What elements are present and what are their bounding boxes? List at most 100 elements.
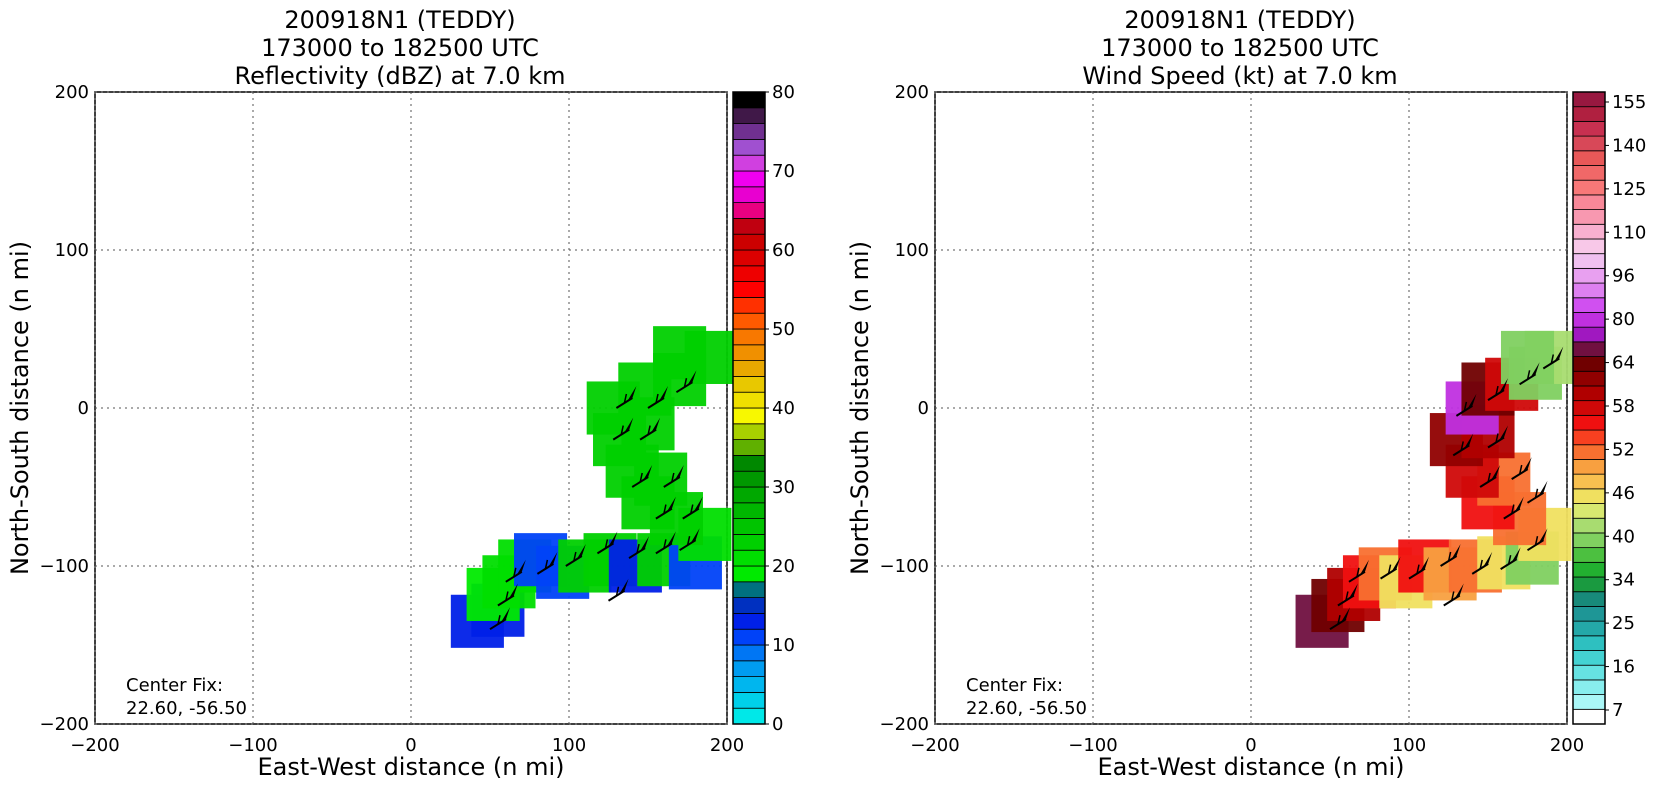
colorbar-tick-label: 16 <box>1612 657 1635 678</box>
x-tick-label: 0 <box>1245 735 1256 756</box>
colorbar-tick-label: 34 <box>1612 570 1635 591</box>
colorbar-frame <box>1572 91 1606 725</box>
field-cell <box>1500 330 1555 384</box>
colorbar-tick-label: 80 <box>772 82 795 103</box>
colorbar-bin <box>1572 459 1606 475</box>
wind-barb <box>1519 362 1540 386</box>
colorbar-bin <box>1572 591 1606 607</box>
colorbar-bin <box>1572 650 1606 666</box>
x-tick-label: −200 <box>70 735 119 756</box>
wind-barb <box>1440 544 1461 567</box>
colorbar-bin <box>732 375 766 393</box>
center-fix-value: 22.60, -56.50 <box>966 698 1087 719</box>
colorbar-bin <box>732 470 766 488</box>
colorbar-tick-label: 58 <box>1612 396 1635 417</box>
title-line-2: 173000 to 182500 UTC <box>261 34 539 62</box>
y-tick-label: 200 <box>895 82 929 103</box>
colorbar-bin <box>1572 223 1606 240</box>
colorbar-bin <box>732 281 766 298</box>
colorbar-ticks: 7 16 25 34 40 46 52 58 64 80 96 110 125 140 155 <box>1605 92 1646 721</box>
colorbar-bin <box>1572 341 1606 357</box>
x-tick-label: 200 <box>710 735 744 756</box>
wind-barb <box>628 536 650 559</box>
y-tick-label: −100 <box>880 556 929 577</box>
x-axis-label: East-West distance (n mi) <box>1097 753 1404 781</box>
wind-barb <box>647 386 668 409</box>
wind-barb <box>1348 559 1369 583</box>
colorbar-bin <box>732 107 766 125</box>
colorbar-tick-label: 25 <box>1612 613 1635 634</box>
colorbar-tick-label: 40 <box>1612 526 1635 547</box>
colorbar-bin <box>1572 209 1606 225</box>
colorbar-bin <box>732 123 766 140</box>
wind-barb <box>682 496 703 520</box>
wind-barb <box>1487 378 1508 401</box>
colorbar-bin <box>732 407 766 425</box>
wind-barb <box>489 607 510 631</box>
center-fix-value: 22.60, -56.50 <box>126 698 247 719</box>
colorbar-tick-label: 70 <box>772 161 795 182</box>
wind-barb <box>596 531 618 555</box>
colorbar-bin <box>732 581 766 598</box>
colorbar-bin <box>1572 267 1606 284</box>
colorbar-bin <box>732 486 766 504</box>
wind-barb <box>679 528 700 552</box>
colorbar-bin <box>732 707 766 725</box>
colorbar-bin <box>1572 679 1606 696</box>
colorbar-bin <box>1572 282 1606 299</box>
colorbar-tick-label: 7 <box>1612 700 1623 721</box>
colorbar-bin <box>1572 356 1606 372</box>
colorbar-bin <box>1572 547 1606 563</box>
wind-barb <box>505 559 526 583</box>
colorbar-tick-label: 50 <box>772 319 795 340</box>
colorbar-bin <box>732 692 766 709</box>
colorbar-bin <box>732 91 766 109</box>
plot-area <box>94 91 738 725</box>
y-tick-label: −200 <box>40 714 89 735</box>
colorbar-bin <box>732 312 766 330</box>
x-tick-label: 100 <box>1392 735 1426 756</box>
y-axis-label: North-South distance (n mi) <box>846 241 874 575</box>
colorbar-bin <box>732 613 766 630</box>
colorbar-bin <box>732 660 766 677</box>
y-axis-label: North-South distance (n mi) <box>6 241 34 575</box>
colorbar-bins <box>732 91 766 725</box>
wind-barb <box>1337 583 1358 607</box>
field-cell <box>653 326 707 380</box>
colorbar-bin <box>1572 635 1606 651</box>
colorbar-bin <box>732 391 766 409</box>
colorbar-bin <box>732 439 766 456</box>
x-tick-label: −100 <box>228 735 277 756</box>
left-panel: 200918N1 (TEDDY) 173000 to 182500 UTC Re… <box>6 6 795 781</box>
colorbar-bin <box>1572 91 1606 108</box>
wind-barb <box>1542 346 1564 370</box>
x-tick-label: 0 <box>405 735 416 756</box>
colorbar-bin <box>1572 106 1606 122</box>
colorbar-tick-label: 20 <box>772 556 795 577</box>
colorbar-bin <box>1572 326 1606 343</box>
wind-barb <box>565 544 586 567</box>
wind-barb <box>1329 607 1350 631</box>
colorbar-bin <box>1572 238 1606 255</box>
colorbar-bin <box>1572 561 1606 578</box>
colorbar-bin <box>1572 179 1606 196</box>
y-tick-label: 0 <box>78 398 89 419</box>
title-line-3: Reflectivity (dBZ) at 7.0 km <box>235 62 566 90</box>
wind-barb <box>631 465 653 488</box>
colorbar-bin <box>732 328 766 346</box>
wind-barb <box>639 417 661 441</box>
colorbar-bin <box>1572 297 1606 313</box>
center-fix-label: Center Fix: <box>966 675 1063 696</box>
wind-barb <box>615 386 637 409</box>
wind-barb <box>497 583 518 607</box>
y-tick-label: 200 <box>55 82 89 103</box>
wind-barb <box>1452 433 1474 457</box>
y-tick-label: −200 <box>880 714 929 735</box>
colorbar-bin <box>732 597 766 614</box>
colorbar-bin <box>732 344 766 361</box>
wind-barb <box>655 496 676 520</box>
colorbar-bin <box>732 233 766 251</box>
colorbar-bin <box>732 676 766 693</box>
colorbar-bin <box>1572 606 1606 622</box>
colorbar-tick-label: 10 <box>772 635 795 656</box>
